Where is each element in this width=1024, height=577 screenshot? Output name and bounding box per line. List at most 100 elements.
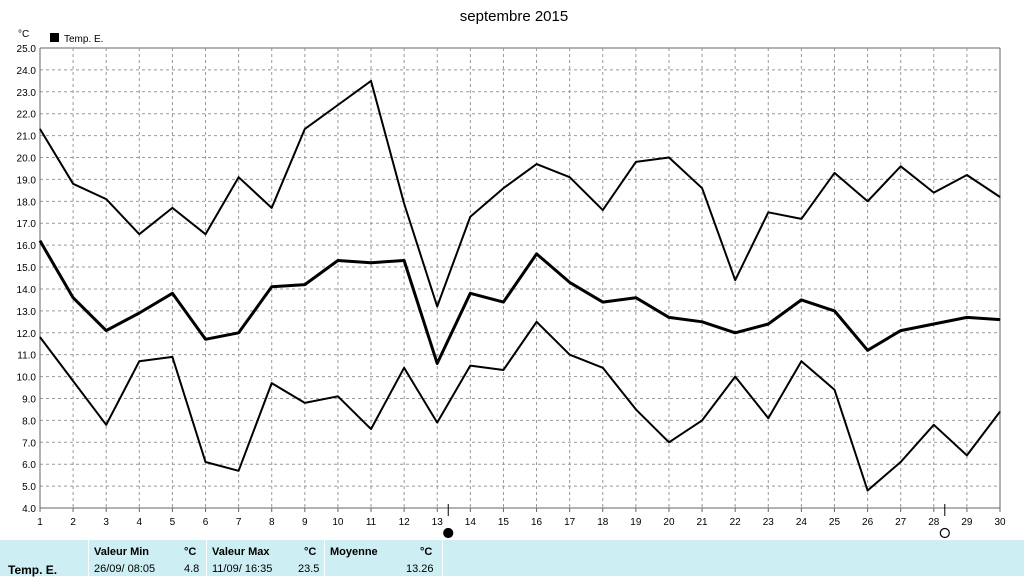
point-mean <box>105 330 107 332</box>
x-tick-label: 24 <box>796 517 808 528</box>
x-tick-label: 10 <box>332 517 344 528</box>
point-mean <box>966 316 968 318</box>
min-unit: °C <box>184 546 197 558</box>
point-max <box>403 203 405 205</box>
point-max <box>72 183 74 185</box>
point-max <box>436 305 438 307</box>
y-tick-label: 6.0 <box>22 460 36 471</box>
point-mean <box>900 330 902 332</box>
point-min <box>370 428 372 430</box>
x-tick-label: 18 <box>597 517 609 528</box>
x-tick-label: 29 <box>961 517 973 528</box>
y-tick-label: 10.0 <box>17 373 37 384</box>
point-mean <box>701 321 703 323</box>
mean-header: Moyenne <box>330 546 378 558</box>
y-tick-label: 14.0 <box>17 285 37 296</box>
point-mean <box>502 301 504 303</box>
summary-bar <box>0 540 1024 576</box>
point-mean <box>602 301 604 303</box>
point-max <box>701 187 703 189</box>
point-max <box>767 211 769 213</box>
point-max <box>304 128 306 130</box>
point-mean <box>767 323 769 325</box>
point-min <box>966 454 968 456</box>
x-tick-label: 13 <box>432 517 444 528</box>
point-min <box>767 417 769 419</box>
point-mean <box>403 259 405 261</box>
point-max <box>337 104 339 106</box>
y-tick-label: 20.0 <box>17 154 37 165</box>
series-lines <box>38 79 1001 492</box>
point-mean <box>171 292 173 294</box>
x-tick-label: 16 <box>531 517 543 528</box>
temperature-chart: 4.05.06.07.08.09.010.011.012.013.014.015… <box>17 8 1006 539</box>
point-min <box>900 461 902 463</box>
y-tick-label: 5.0 <box>22 482 36 493</box>
point-min <box>701 419 703 421</box>
point-min <box>635 408 637 410</box>
point-min <box>304 402 306 404</box>
point-min <box>502 369 504 371</box>
point-mean <box>933 323 935 325</box>
point-min <box>105 424 107 426</box>
x-tick-label: 30 <box>994 517 1006 528</box>
point-max <box>502 187 504 189</box>
point-max <box>138 233 140 235</box>
x-tick-label: 4 <box>137 517 143 528</box>
point-max <box>39 128 41 130</box>
x-tick-label: 22 <box>730 517 742 528</box>
y-tick-label: 9.0 <box>22 394 36 405</box>
point-max <box>569 176 571 178</box>
y-tick-label: 24.0 <box>17 66 37 77</box>
point-min <box>436 422 438 424</box>
max-value: 23.5 <box>298 563 320 575</box>
max-unit: °C <box>304 546 317 558</box>
point-max <box>469 216 471 218</box>
x-tick-label: 14 <box>465 517 477 528</box>
point-mean <box>999 319 1001 321</box>
x-tick-label: 1 <box>37 517 43 528</box>
series-line-mean <box>38 240 1001 365</box>
point-min <box>867 489 869 491</box>
point-max <box>668 157 670 159</box>
y-tick-label: 18.0 <box>17 197 37 208</box>
x-tick-label: 15 <box>498 517 510 528</box>
point-max <box>105 198 107 200</box>
legend-label: Temp. E. <box>64 34 103 45</box>
y-tick-label: 13.0 <box>17 307 37 318</box>
x-tick-label: 9 <box>302 517 308 528</box>
series-line-max <box>39 79 1001 308</box>
max-date: 11/09/ 16:35 <box>212 563 273 575</box>
point-max <box>833 172 835 174</box>
x-tick-label: 28 <box>928 517 940 528</box>
point-mean <box>39 240 41 242</box>
point-max <box>933 192 935 194</box>
point-mean <box>734 332 736 334</box>
point-mean <box>271 286 273 288</box>
y-tick-label: 4.0 <box>22 504 36 515</box>
min-header: Valeur Min <box>94 546 150 558</box>
point-mean <box>72 297 74 299</box>
y-tick-label: 7.0 <box>22 438 36 449</box>
point-mean <box>337 259 339 261</box>
y-tick-label: 25.0 <box>17 44 37 55</box>
point-min <box>536 321 538 323</box>
point-max <box>536 163 538 165</box>
x-tick-label: 23 <box>763 517 775 528</box>
x-tick-label: 21 <box>697 517 709 528</box>
point-max <box>171 207 173 209</box>
y-tick-label: 19.0 <box>17 175 37 186</box>
point-max <box>800 218 802 220</box>
point-min <box>734 376 736 378</box>
y-axis-unit: °C <box>18 29 29 40</box>
point-mean <box>536 253 538 255</box>
point-max <box>635 161 637 163</box>
x-tick-label: 17 <box>564 517 576 528</box>
x-tick-label: 11 <box>366 517 377 528</box>
full-moon-icon <box>443 527 454 539</box>
x-tick-label: 3 <box>103 517 109 528</box>
series-line-min <box>39 320 1001 492</box>
point-min <box>668 441 670 443</box>
point-min <box>72 380 74 382</box>
new-moon-icon <box>939 527 950 539</box>
